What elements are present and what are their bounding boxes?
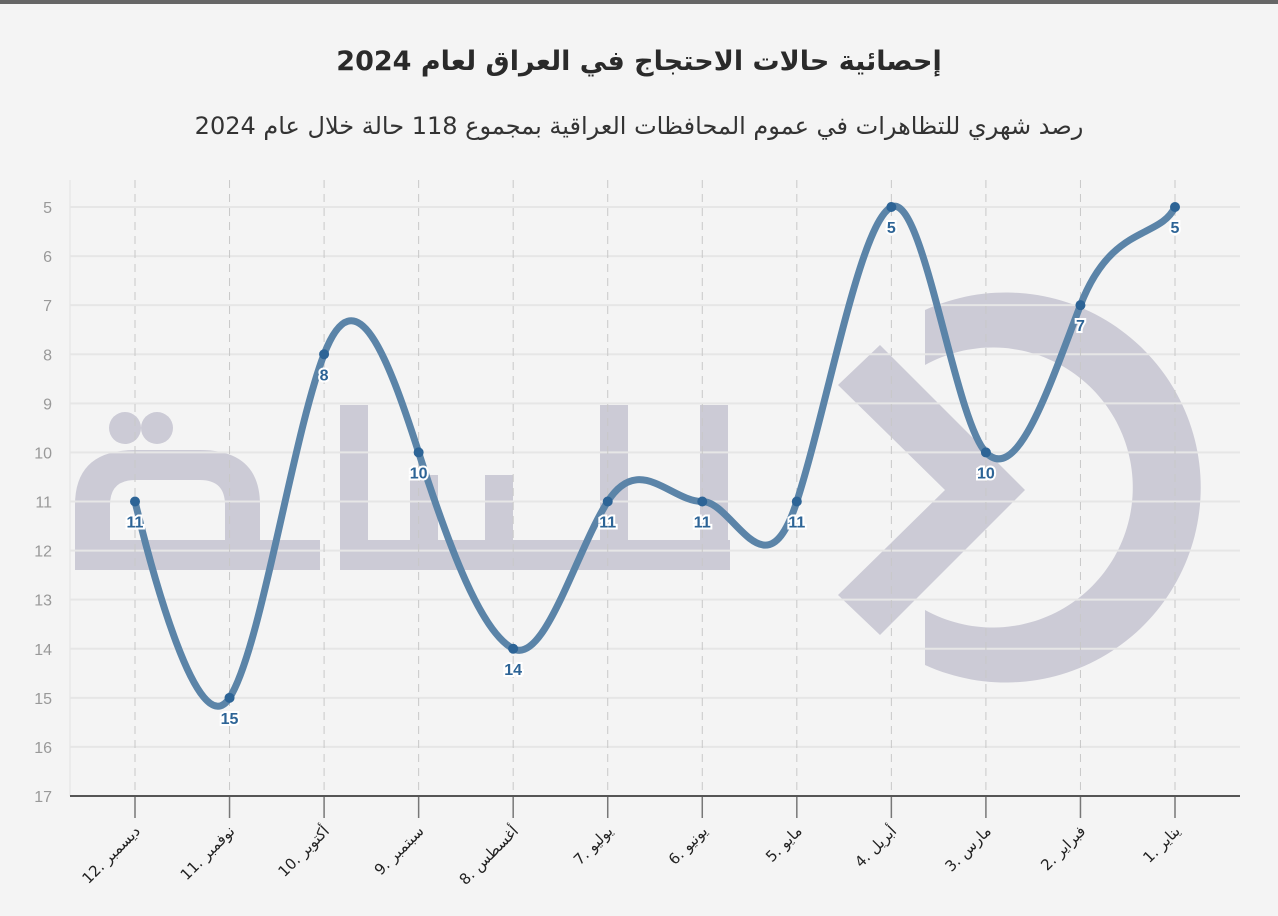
data-point [508, 643, 519, 654]
data-point [980, 447, 991, 458]
data-point [602, 496, 613, 507]
data-label: 14 [504, 662, 522, 679]
x-tick-label: 8. أغسطس [455, 821, 522, 888]
data-label: 11 [599, 515, 616, 532]
y-tick-label: 7 [43, 298, 52, 315]
data-label: 11 [788, 515, 805, 532]
data-label: 10 [977, 465, 995, 482]
y-tick-label: 15 [34, 691, 52, 708]
data-point [1075, 300, 1086, 311]
watermark-logo [75, 292, 1201, 683]
data-point [791, 496, 802, 507]
data-label: 5 [1171, 220, 1180, 237]
x-tick-label: 10. أكتوبر [274, 821, 333, 880]
y-tick-label: 17 [34, 789, 52, 806]
y-tick-label: 10 [34, 445, 52, 462]
data-label: 7 [1076, 318, 1085, 335]
x-tick-label: 12. ديسمبر [79, 822, 144, 887]
data-label: 5 [887, 220, 896, 237]
data-point [1170, 202, 1180, 212]
data-label: 11 [694, 515, 711, 532]
y-tick-label: 16 [34, 740, 52, 757]
x-tick-label: 1. يناير [1139, 822, 1183, 866]
y-tick-label: 11 [35, 495, 52, 512]
data-point [697, 496, 708, 507]
top-bar [0, 0, 1278, 4]
data-label: 8 [320, 367, 329, 384]
y-tick-label: 9 [43, 396, 52, 413]
data-point [886, 202, 897, 212]
data-label: 15 [221, 711, 239, 728]
y-tick-label: 14 [34, 642, 52, 659]
x-tick-label: 6. يونيو [665, 822, 711, 868]
data-point [224, 692, 235, 703]
data-label: 11 [127, 515, 144, 532]
x-tick-label: 11. نوفمبر [177, 822, 239, 884]
y-tick-label: 12 [34, 544, 52, 561]
x-tick-label: 7. يوليو [570, 822, 617, 869]
x-tick-label: 9. سبتمبر [371, 822, 428, 879]
chart-subtitle: رصد شهري للتظاهرات في عموم المحافظات الع… [194, 112, 1084, 140]
x-tick-label: 2. فبراير [1037, 822, 1089, 874]
y-tick-label: 8 [43, 347, 52, 364]
data-label: 10 [410, 465, 428, 482]
data-point [319, 349, 330, 360]
y-tick-label: 6 [43, 249, 52, 266]
x-tick-label: 3. مارس [942, 822, 995, 875]
data-point [413, 447, 424, 458]
y-tick-label: 13 [34, 593, 52, 610]
x-tick-label: 4. أبريل [851, 821, 901, 871]
y-tick-label: 5 [43, 200, 52, 217]
data-point [130, 496, 140, 507]
x-tick-label: 5. مايو [762, 822, 806, 866]
chart-title: إحصائية حالات الاحتجاج في العراق لعام 20… [336, 46, 942, 77]
